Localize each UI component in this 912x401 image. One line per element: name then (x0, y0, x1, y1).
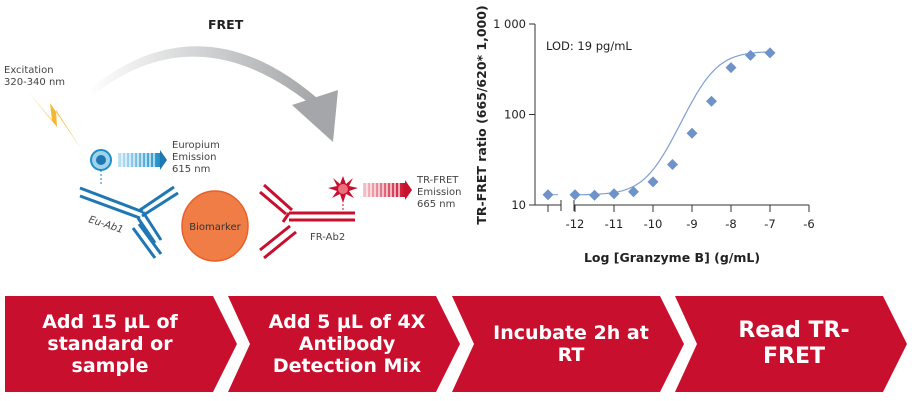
step-2: Add 5 µL of 4X Antibody Detection Mix (268, 311, 426, 377)
data-point (628, 186, 639, 198)
y-tick-label: 1 000 (493, 17, 526, 31)
dose-response-chart: LOD: 19 pg/mL Log [Granzyme B] (g/mL) TR… (474, 5, 815, 265)
x-axis-title: Log [Granzyme B] (g/mL) (584, 250, 760, 265)
europium-emission-label: Europium Emission 615 nm (172, 140, 220, 175)
step-chevron-shape (228, 296, 460, 392)
x-tick-label: -10 (644, 217, 663, 231)
y-tick-label: 100 (504, 108, 526, 122)
step-chevron-shape (5, 296, 237, 392)
lightning-icon (28, 92, 82, 150)
excitation-label: Excitation (4, 65, 54, 76)
biomarker-icon: Biomarker (181, 190, 249, 262)
x-tick-label: -9 (686, 217, 697, 231)
data-point-blank (542, 189, 554, 201)
data-point (745, 49, 756, 61)
fret-label: FRET (208, 17, 244, 32)
x-tick-label: -6 (803, 217, 814, 231)
data-point (608, 188, 620, 200)
x-tick-label: -12 (566, 217, 585, 231)
fr-ab2-antibody-icon (259, 183, 355, 260)
europium-donor-icon (90, 149, 112, 186)
x-tick-label: -11 (605, 217, 624, 231)
step-4: Read TR-FRET (738, 318, 850, 369)
eu-ab1-antibody-icon (79, 185, 179, 259)
x-tick-label: -8 (725, 217, 736, 231)
tr-fret-emission-label: TR-FRET Emission 665 nm (416, 175, 462, 210)
data-point (667, 159, 678, 171)
eu-ab1-label: Eu-Ab1 (87, 214, 124, 236)
fr-ab2-label: FR-Ab2 (310, 232, 345, 243)
acceptor-star-icon (328, 176, 358, 213)
data-point (706, 95, 717, 107)
step-1: Add 15 µL of standard or sample (42, 311, 178, 377)
step-chevron-shape (675, 296, 907, 392)
tr-fret-emission-arrow-icon (363, 180, 412, 200)
step-chevron-shape (452, 296, 684, 392)
x-tick-label: -7 (764, 217, 775, 231)
step-3: Incubate 2h at RT (493, 322, 649, 366)
data-point (569, 189, 581, 201)
europium-emission-arrow-icon (118, 150, 167, 170)
data-point (686, 127, 698, 139)
data-point (647, 176, 659, 188)
data-point (725, 62, 737, 74)
data-point (764, 47, 776, 59)
lod-annotation: LOD: 19 pg/mL (546, 39, 632, 53)
fret-arrow-icon (88, 46, 338, 142)
fit-curve (575, 51, 769, 196)
data-point (589, 189, 600, 201)
y-tick-label: 10 (511, 198, 526, 212)
excitation-wavelength: 320-340 nm (4, 77, 65, 88)
y-axis-title: TR-FRET ratio (665/620* 1,000) (474, 5, 489, 224)
biomarker-label: Biomarker (189, 222, 241, 233)
